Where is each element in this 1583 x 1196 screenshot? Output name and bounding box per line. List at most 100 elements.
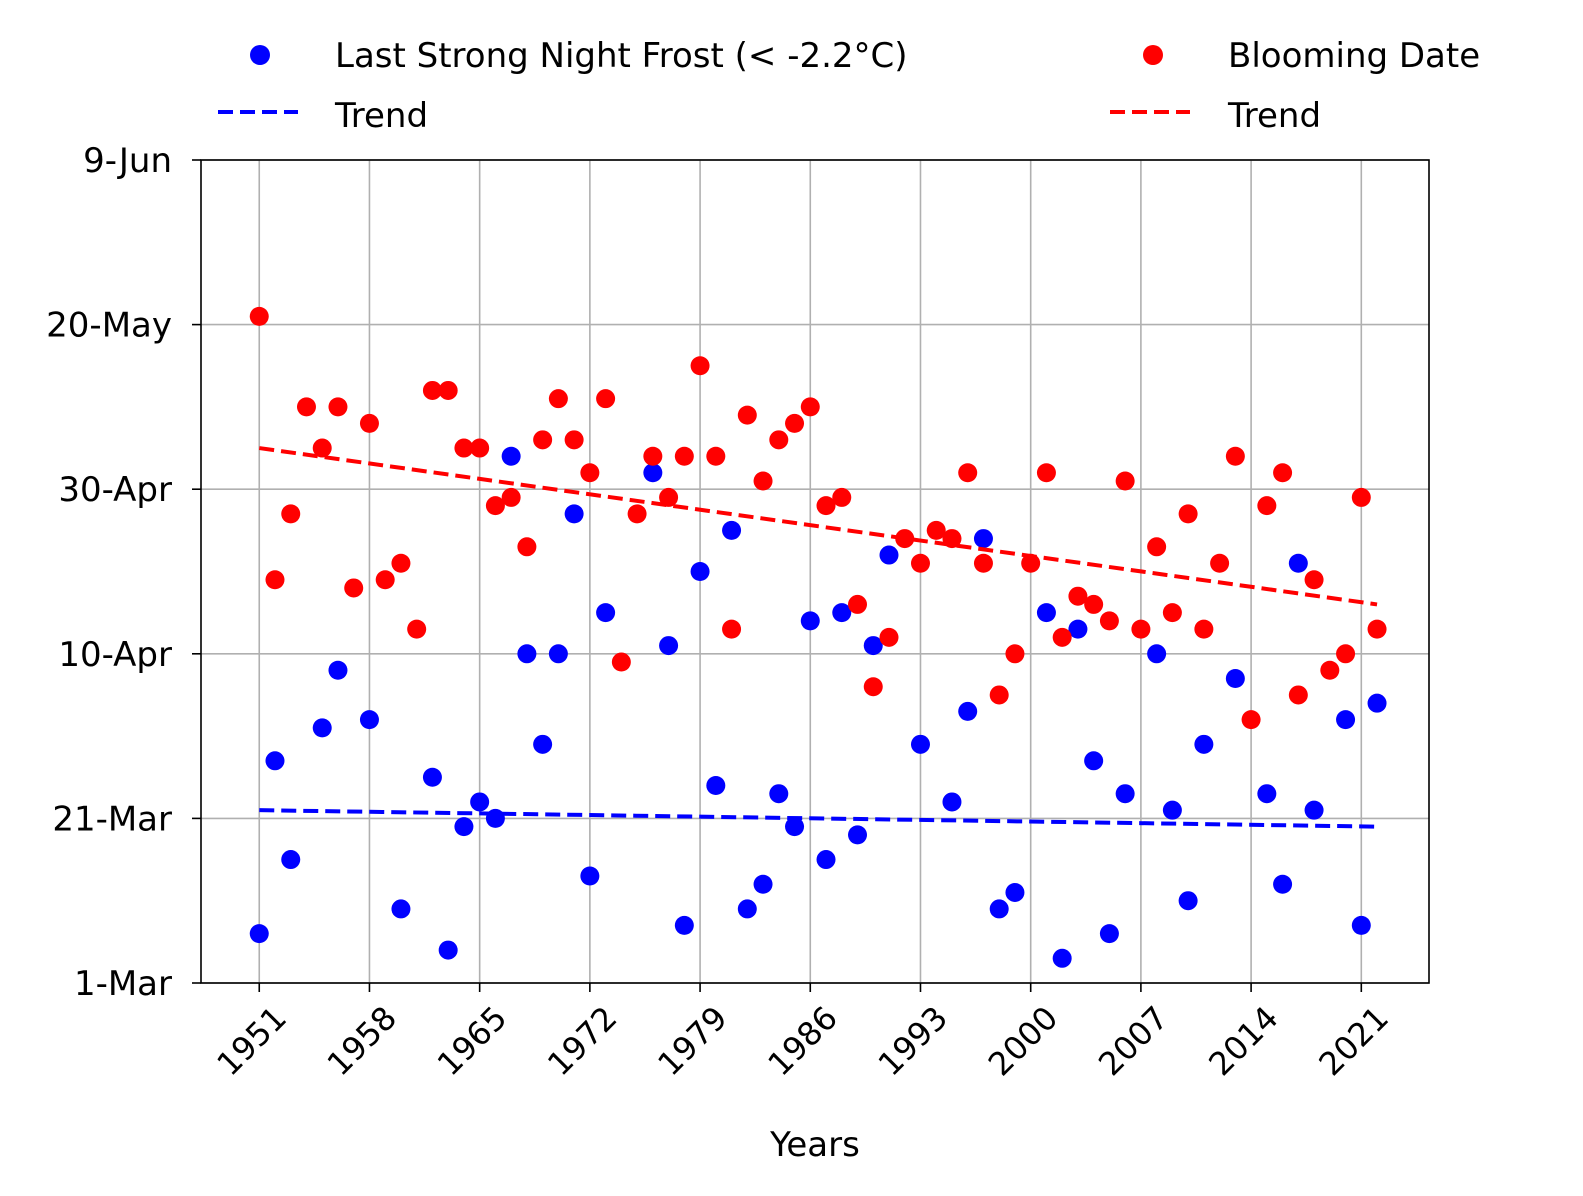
data-point: [674, 915, 694, 935]
data-point: [470, 792, 490, 812]
x-tick-label: 1965: [430, 999, 514, 1083]
data-point: [1336, 710, 1356, 730]
legend-label-frost: Last Strong Night Frost (< -2.2°C): [335, 36, 908, 76]
x-tick-label: 1993: [871, 999, 955, 1083]
data-point: [1304, 800, 1324, 820]
data-point: [1131, 619, 1151, 639]
x-axis-label: Years: [769, 1125, 860, 1165]
data-point: [958, 701, 978, 721]
data-point: [596, 389, 616, 409]
data-point: [1225, 446, 1245, 466]
data-point: [548, 389, 568, 409]
data-point: [848, 825, 868, 845]
data-point: [722, 520, 742, 540]
data-point: [926, 520, 946, 540]
data-point: [706, 775, 726, 795]
data-point: [533, 430, 553, 450]
data-point: [1241, 710, 1261, 730]
data-point: [769, 430, 789, 450]
data-point: [454, 438, 474, 458]
data-point: [1099, 924, 1119, 944]
data-point: [863, 677, 883, 697]
y-tick-label: 10-Apr: [58, 635, 172, 675]
data-point: [1068, 586, 1088, 606]
data-point: [564, 430, 584, 450]
data-point: [1351, 487, 1371, 507]
data-point: [753, 874, 773, 894]
data-point: [1257, 784, 1277, 804]
data-point: [391, 553, 411, 573]
plot-frame: [200, 159, 1430, 984]
data-point: [454, 817, 474, 837]
x-tick-label: 1958: [320, 999, 404, 1083]
legend: Last Strong Night Frost (< -2.2°C) Trend…: [218, 36, 1480, 136]
data-point: [1320, 660, 1340, 680]
data-point: [1194, 734, 1214, 754]
data-point: [611, 652, 631, 672]
data-point: [1162, 603, 1182, 623]
y-tick-label: 1-Mar: [74, 964, 172, 1004]
y-tick-label: 21-Mar: [52, 799, 172, 839]
data-point: [1288, 685, 1308, 705]
data-point: [249, 306, 269, 326]
data-point: [737, 899, 757, 919]
trend-line: [259, 808, 1378, 829]
data-point: [501, 446, 521, 466]
data-point: [1336, 644, 1356, 664]
data-point: [1147, 537, 1167, 557]
legend-marker-bloom: [1143, 45, 1163, 65]
data-point: [517, 537, 537, 557]
x-tick-label: 1951: [209, 999, 293, 1083]
legend-marker-frost: [250, 45, 270, 65]
data-point: [533, 734, 553, 754]
data-point: [1147, 644, 1167, 664]
data-point: [312, 718, 332, 738]
data-point: [328, 397, 348, 417]
data-point: [832, 603, 852, 623]
data-point: [422, 380, 442, 400]
y-tick-label: 30-Apr: [58, 470, 172, 510]
data-point: [438, 380, 458, 400]
data-point: [1005, 882, 1025, 902]
data-point: [1036, 603, 1056, 623]
data-point: [1178, 891, 1198, 911]
data-point: [1052, 627, 1072, 647]
data-point: [501, 487, 521, 507]
data-point: [1178, 504, 1198, 524]
data-point: [1194, 619, 1214, 639]
data-point: [596, 603, 616, 623]
data-point: [1273, 874, 1293, 894]
trend-line: [258, 446, 1378, 607]
data-point: [485, 496, 505, 516]
data-point: [800, 611, 820, 631]
data-point: [1304, 570, 1324, 590]
data-point: [1210, 553, 1230, 573]
data-point: [1351, 915, 1371, 935]
data-point: [674, 446, 694, 466]
data-point: [785, 413, 805, 433]
x-tick-label: 2007: [1091, 999, 1175, 1083]
data-point: [1225, 668, 1245, 688]
data-point: [344, 578, 364, 598]
legend-label-frost-trend: Trend: [334, 96, 428, 136]
data-point: [1005, 644, 1025, 664]
data-point: [753, 471, 773, 491]
data-point: [580, 866, 600, 886]
data-point: [722, 619, 742, 639]
data-point: [1036, 463, 1056, 483]
data-point: [627, 504, 647, 524]
data-point: [737, 405, 757, 425]
data-point: [643, 463, 663, 483]
data-point: [832, 487, 852, 507]
data-point: [359, 413, 379, 433]
data-point: [785, 817, 805, 837]
data-point: [391, 899, 411, 919]
data-point: [1367, 619, 1387, 639]
data-point: [470, 438, 490, 458]
data-point: [359, 710, 379, 730]
data-point: [1068, 619, 1088, 639]
x-tick-label: 1986: [760, 999, 844, 1083]
x-tick-label: 2000: [981, 999, 1065, 1083]
data-point: [564, 504, 584, 524]
